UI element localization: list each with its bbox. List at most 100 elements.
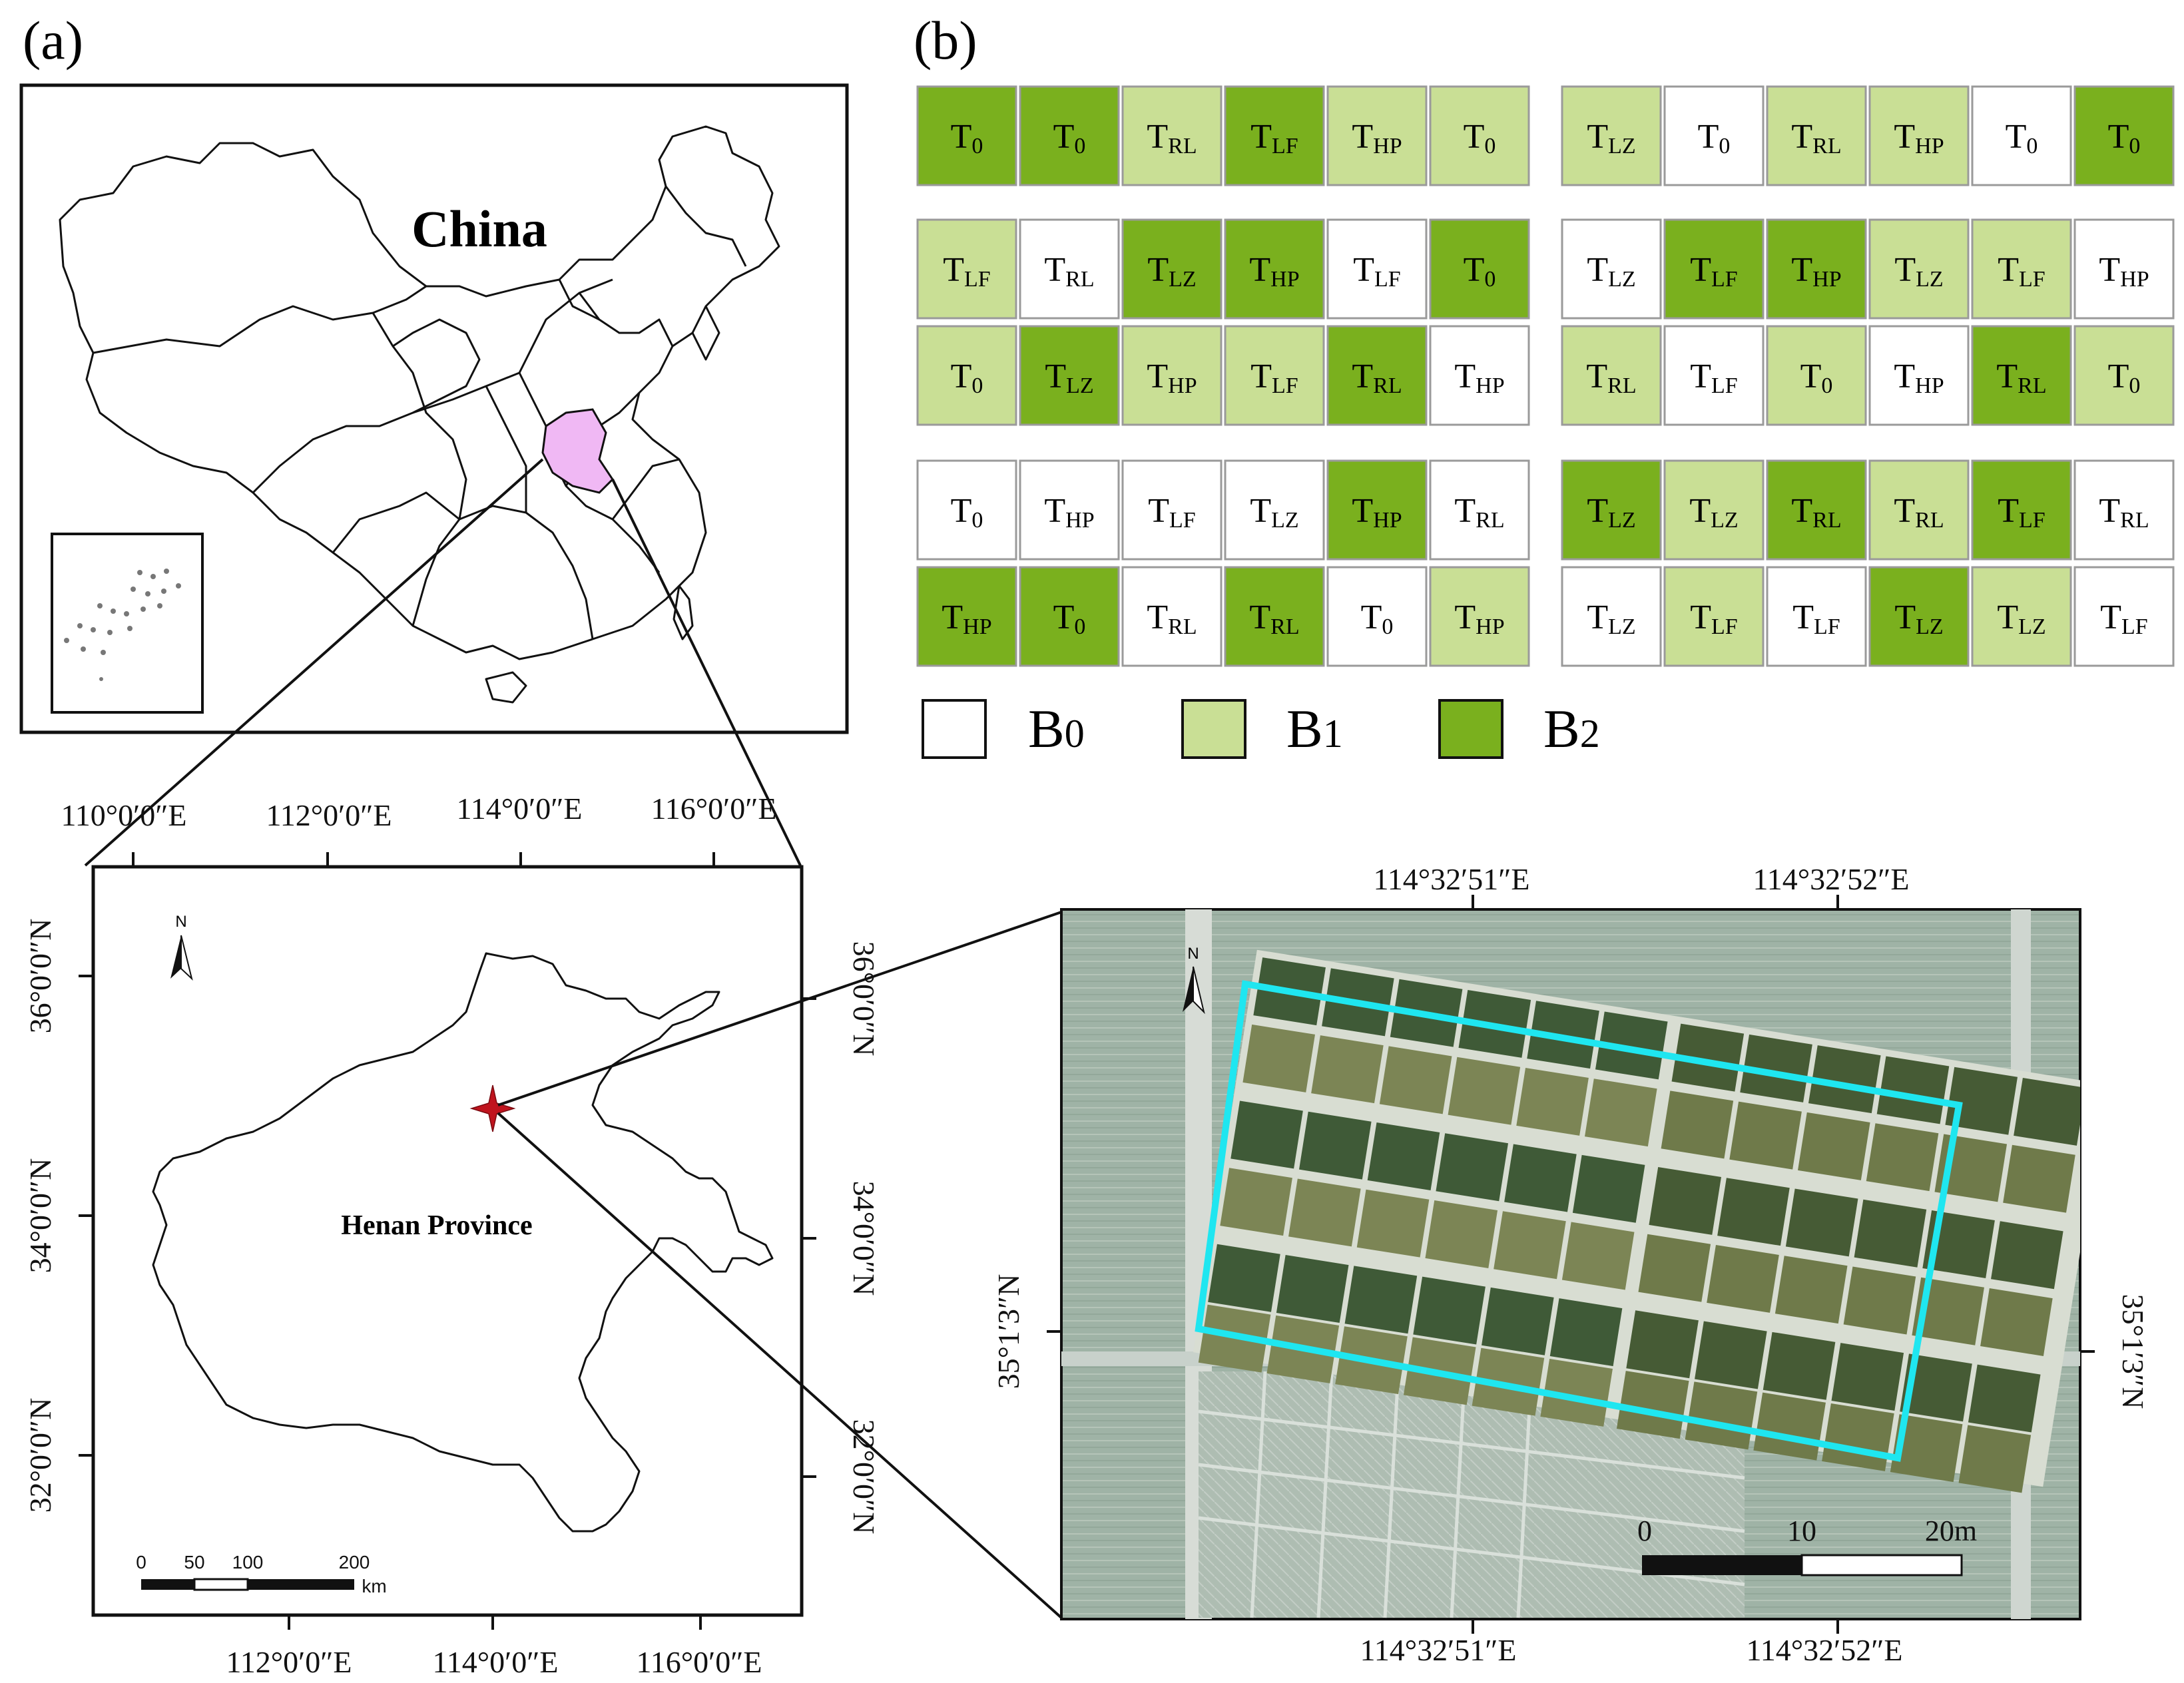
plot-treatment-label: T0 — [1361, 599, 1394, 639]
photo-plot — [1561, 1222, 1635, 1290]
plot-treatment-label: TLF — [1250, 118, 1298, 158]
photo-plot — [1890, 1414, 1963, 1483]
plot-treatment-label: TLZ — [1587, 118, 1635, 158]
legend-label-b2: B2 — [1543, 698, 1600, 759]
plot-treatment-label: THP — [1454, 358, 1504, 398]
plot-cell — [1663, 85, 1765, 186]
henan-scale-tick-100: 100 — [232, 1552, 264, 1572]
aerial-photo — [1060, 908, 2081, 1620]
plot-treatment-label: T0 — [951, 358, 983, 398]
plot-treatment-label: TLZ — [1045, 358, 1093, 398]
plot-cell — [1326, 85, 1428, 186]
plot-cell — [1766, 85, 1867, 186]
photo-plot — [1774, 1256, 1848, 1324]
henan-top-tick-2: 112°0′0″E — [266, 798, 392, 832]
plot-treatment-label: T0 — [951, 118, 983, 158]
plot-treatment-label: T0 — [951, 492, 983, 533]
legend-swatch-b1 — [1181, 699, 1246, 759]
plot-cell — [1121, 566, 1223, 667]
photo-plot — [1958, 1425, 2032, 1493]
plot-treatment-label: TRL — [2099, 492, 2149, 533]
photo-plot — [1717, 1178, 1790, 1246]
field-scale-tick-0: 0 — [1637, 1515, 1652, 1547]
photo-plot — [1230, 1100, 1303, 1169]
plot-treatment-label: TLF — [1690, 358, 1737, 398]
henan-bottom-tick-marks — [288, 1615, 702, 1630]
plot-cell — [1019, 325, 1120, 426]
henan-top-tick-4: 116°0′0″E — [651, 792, 776, 826]
photo-plot — [1912, 1277, 1984, 1345]
plot-cell — [1224, 218, 1325, 320]
photo-plot — [1900, 1353, 1972, 1422]
plot-treatment-label: TLF — [1998, 251, 2045, 292]
photo-plot — [1671, 1023, 1745, 1092]
plot-treatment-label: T0 — [1053, 118, 1086, 158]
photo-plot-cells — [1198, 957, 2080, 1493]
photo-plot — [1822, 1403, 1894, 1471]
photo-plot — [1980, 1288, 2053, 1356]
plot-treatment-label: TLZ — [1997, 599, 2046, 639]
plot-treatment-label: TRL — [1147, 599, 1197, 639]
photo-plot — [1367, 1122, 1440, 1190]
plot-cell — [1766, 325, 1867, 426]
plot-treatment-label: T0 — [1053, 599, 1086, 639]
photo-plot — [1448, 1057, 1521, 1125]
field-left-tick: 35°1′3″N — [991, 1274, 1025, 1389]
henan-top-tick-marks — [132, 852, 715, 867]
photo-plot — [2014, 1077, 2080, 1146]
photo-plot — [1413, 1276, 1486, 1345]
henan-right-tick-2: 34°0′0″N — [847, 1181, 881, 1296]
plot-treatment-label: TLF — [1250, 358, 1298, 398]
photo-plot — [1798, 1112, 1870, 1180]
plot-cell — [1971, 325, 2072, 426]
plot-treatment-label: TLZ — [1587, 251, 1635, 292]
henan-top-tick-3: 114°0′0″E — [456, 792, 582, 826]
photo-plot — [1208, 1244, 1280, 1312]
plot-cell — [1868, 459, 1970, 561]
field-top-tick-1: 114°32′51″E — [1373, 862, 1529, 896]
photo-plot — [1356, 1189, 1430, 1258]
plot-treatment-label: THP — [1791, 251, 1841, 292]
plot-treatment-label: TLF — [1690, 251, 1737, 292]
plot-treatment-label: TLZ — [1894, 599, 1943, 639]
plot-cell — [1971, 85, 2072, 186]
henan-outline — [152, 952, 774, 1533]
north-arrow-field: N — [1183, 945, 1205, 1015]
plot-treatment-label: THP — [1352, 492, 1402, 533]
photo-plot — [1298, 1111, 1372, 1180]
photo-plot — [1595, 1011, 1668, 1080]
field-bottom-tick-2: 114°32′52″E — [1746, 1633, 1902, 1667]
svg-text:N: N — [1187, 945, 1199, 963]
plot-cell — [1663, 325, 1765, 426]
plot-treatment-label: TRL — [1044, 251, 1094, 292]
henan-scale-tick-50: 50 — [184, 1552, 204, 1572]
photo-plot — [1695, 1321, 1767, 1389]
plot-treatment-label: TRL — [1147, 118, 1197, 158]
plot-treatment-label: TRL — [1996, 358, 2046, 398]
henan-province-label: Henan Province — [341, 1210, 532, 1241]
plot-cell — [1971, 459, 2072, 561]
plot-treatment-label: THP — [942, 599, 991, 639]
photo-plot — [1494, 1211, 1566, 1280]
plot-cell — [1326, 566, 1428, 667]
plot-treatment-label: TLF — [1148, 492, 1195, 533]
field-bottom-tick-1: 114°32′51″E — [1360, 1633, 1516, 1667]
plot-treatment-label: THP — [1249, 251, 1299, 292]
field-top-tick-2: 114°32′52″E — [1753, 862, 1909, 896]
henan-bottom-tick-3: 116°0′0″E — [636, 1645, 762, 1679]
photo-plot — [2003, 1144, 2075, 1213]
photo-plot — [1626, 1310, 1699, 1379]
plot-treatment-label: THP — [1044, 492, 1094, 533]
henan-scale-tick-200: 200 — [339, 1552, 370, 1572]
plot-cell — [2073, 218, 2175, 320]
plot-cell — [1766, 459, 1867, 561]
plot-treatment-label: T0 — [1464, 251, 1496, 292]
connector-line-lower — [497, 1112, 1063, 1619]
plot-cell — [916, 218, 1017, 320]
china-outline — [59, 125, 780, 704]
henan-left-tick-2: 34°0′0″N — [23, 1158, 57, 1274]
plot-cell — [2073, 459, 2175, 561]
plot-treatment-label: TLF — [943, 251, 990, 292]
plot-treatment-label: T0 — [2108, 358, 2141, 398]
photo-plot — [1808, 1045, 1881, 1114]
